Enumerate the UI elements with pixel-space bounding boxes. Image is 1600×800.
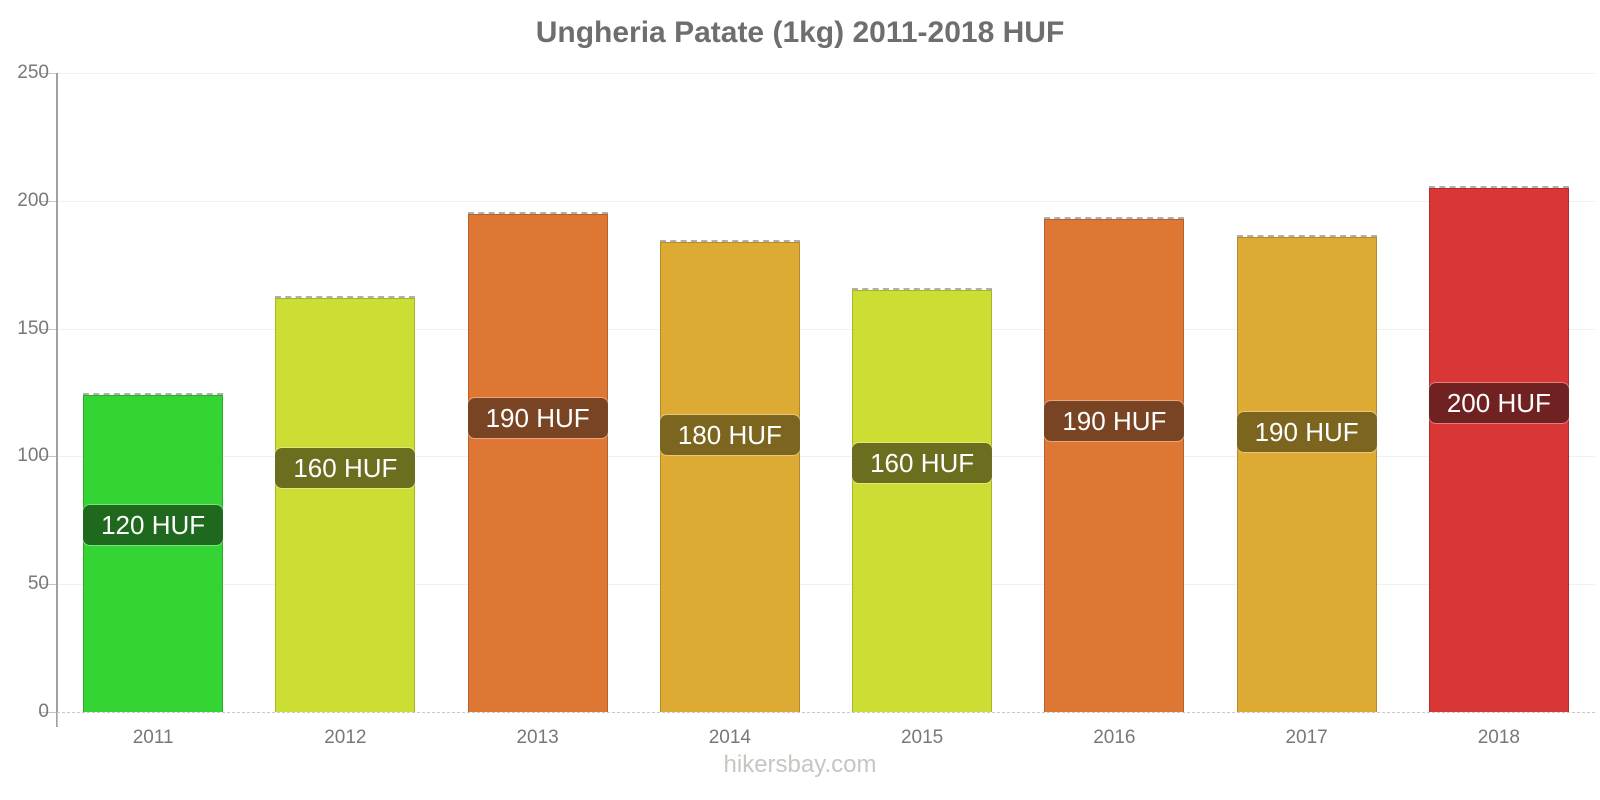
x-axis-label-2015: 2015 <box>900 727 944 748</box>
y-axis-tick-50 <box>39 584 57 586</box>
y-axis-label-0: 0 <box>38 701 49 722</box>
x-axis-label-2013: 2013 <box>516 727 559 748</box>
bar-max-marker-2013 <box>467 211 608 214</box>
chart-title: Ungheria Patate (1kg) 2011-2018 HUF <box>535 16 1065 49</box>
y-axis-tick-250 <box>39 73 57 74</box>
x-axis-label-2016: 2016 <box>1093 727 1136 748</box>
bar-2011[interactable] <box>83 395 224 712</box>
value-label-2011: 120 HUF <box>83 505 224 545</box>
gridline-250 <box>57 73 1595 74</box>
bar-2013[interactable] <box>467 213 608 712</box>
bar-2018[interactable] <box>1428 188 1569 712</box>
bar-2015[interactable] <box>852 290 993 712</box>
bar-2012[interactable] <box>275 297 416 712</box>
x-axis-label-2014: 2014 <box>708 727 752 748</box>
x-axis-label-2017: 2017 <box>1285 727 1328 748</box>
y-axis-line <box>56 73 58 727</box>
bar-max-marker-2015 <box>852 288 993 291</box>
value-label-2015: 160 HUF <box>852 443 993 484</box>
bar-max-marker-2011 <box>83 393 224 396</box>
y-axis-tick-100 <box>39 456 57 458</box>
watermark-hikersbay: hikersbay.com <box>723 751 877 778</box>
bar-max-marker-2018 <box>1428 186 1569 189</box>
value-label-2017: 190 HUF <box>1236 411 1377 452</box>
y-axis-tick-200 <box>39 200 57 202</box>
y-axis-label-200: 200 <box>17 189 49 211</box>
y-axis-label-100: 100 <box>17 445 49 467</box>
gridline-200 <box>57 200 1595 202</box>
value-label-2012: 160 HUF <box>275 447 416 488</box>
y-axis-label-50: 50 <box>27 573 49 595</box>
bar-max-marker-2012 <box>275 295 416 298</box>
gridline-50 <box>57 584 1595 586</box>
y-axis-label-250: 250 <box>17 62 49 83</box>
value-label-2016: 190 HUF <box>1044 400 1185 441</box>
bar-max-marker-2017 <box>1236 234 1377 237</box>
x-axis-origin-tick <box>57 712 58 726</box>
x-axis-line <box>57 712 1595 713</box>
x-axis-label-2012: 2012 <box>324 727 367 748</box>
gridline-150 <box>57 328 1595 330</box>
x-axis-label-2011: 2011 <box>132 727 174 748</box>
x-axis-label-2018: 2018 <box>1477 727 1521 748</box>
y-axis-label-150: 150 <box>17 317 49 339</box>
gridline-100 <box>57 456 1595 458</box>
bar-2016[interactable] <box>1044 218 1185 712</box>
value-label-2013: 190 HUF <box>467 397 608 438</box>
bar-2014[interactable] <box>659 241 800 712</box>
y-axis-tick-0 <box>39 712 57 713</box>
value-label-2014: 180 HUF <box>659 414 800 455</box>
value-label-2018: 200 HUF <box>1428 382 1569 423</box>
bar-max-marker-2014 <box>659 239 800 242</box>
y-axis-tick-150 <box>39 328 57 330</box>
bar-2017[interactable] <box>1236 236 1377 712</box>
bar-max-marker-2016 <box>1044 216 1185 219</box>
